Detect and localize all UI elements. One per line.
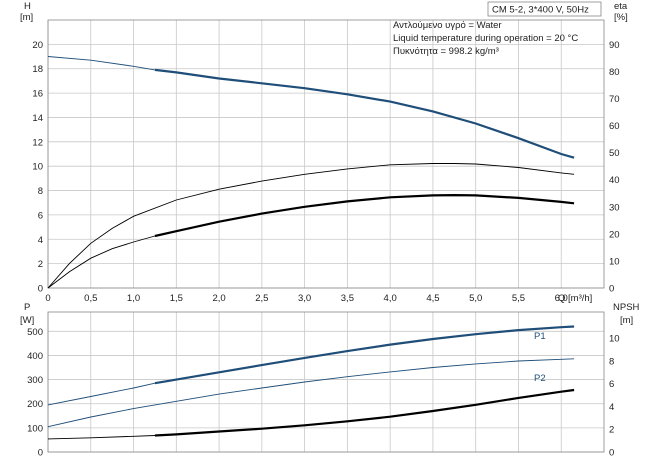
y-left-unit-h: [m]: [20, 12, 33, 23]
bottom-tick-labels: 0 100 200 300 400 500 0 2 4 6 8 10: [27, 327, 619, 459]
y-right-unit-eta: [%]: [614, 12, 628, 23]
y-right-tick-label: 40: [609, 175, 620, 186]
y-right-tick-label: 50: [609, 148, 620, 159]
y-left-tick-label: 6: [38, 210, 43, 221]
bottom-plot-frame: [47, 311, 605, 453]
series-line-thin-part: [47, 235, 156, 289]
y-right-tick-label: 6: [609, 379, 614, 390]
y-right-label-npsh: NPSH: [613, 302, 640, 313]
x-tick-label: 6,0: [555, 293, 568, 304]
x-axis-label-q: Q [m³/h]: [558, 293, 592, 304]
annotation-density: Πυκνότητα = 998.2 kg/m³: [393, 46, 499, 57]
y-right-tick-label: 60: [609, 121, 620, 132]
x-tick-label: 4,5: [426, 293, 439, 304]
y-right-tick-label: 10: [609, 256, 620, 267]
x-tick-label: 2,5: [255, 293, 268, 304]
y-right-unit-npsh: [m]: [620, 315, 633, 326]
y-left-unit-p: [W]: [20, 315, 34, 326]
y-left-tick-label: 2: [38, 259, 43, 270]
series-line-bold-part: [154, 193, 575, 238]
y-left-tick-label: 4: [38, 235, 43, 246]
y-right-tick-label: 10: [609, 334, 620, 345]
series-line-bold-part: [154, 388, 575, 437]
y-left-tick-label: 400: [27, 351, 43, 362]
y-right-tick-label: 2: [609, 425, 614, 436]
x-tick-label: 3,0: [298, 293, 311, 304]
y-left-tick-label: 8: [38, 186, 43, 197]
x-tick-label: 0,5: [84, 293, 97, 304]
y-left-tick-label: 300: [27, 375, 43, 386]
series-label-p1: P1: [534, 331, 546, 342]
x-tick-label: 0: [45, 293, 50, 304]
x-tick-label: 5,5: [512, 293, 525, 304]
y-right-tick-label: 80: [609, 67, 620, 78]
top-gridlines: [47, 20, 604, 289]
series-line-thin-part: [47, 435, 155, 440]
series-line-bold-part: [154, 68, 575, 159]
x-tick-label: 2,0: [212, 293, 225, 304]
series-line-thin-part: [47, 382, 155, 406]
top-plot-frame: [47, 19, 605, 289]
header-text: CM 5-2, 3*400 V, 50Hz: [492, 5, 589, 16]
y-right-tick-label: 4: [609, 402, 614, 413]
y-right-tick-label: 0: [609, 448, 614, 459]
x-tick-label: 3,5: [341, 293, 354, 304]
y-left-label-h: H: [24, 1, 31, 12]
series-line-thin-part: [47, 56, 155, 71]
x-tick-label: 5,0: [469, 293, 482, 304]
y-right-tick-label: 20: [609, 229, 620, 240]
y-left-tick-label: 10: [32, 162, 43, 173]
y-right-tick-label: 70: [609, 94, 620, 105]
y-right-tick-label: 8: [609, 356, 614, 367]
y-left-tick-label: 500: [27, 327, 43, 338]
top-series-group: [47, 56, 575, 289]
annotation-temperature: Liquid temperature during operation = 20…: [393, 33, 578, 44]
y-right-tick-label: 30: [609, 202, 620, 213]
series-line-bold-part: [154, 325, 575, 385]
x-tick-label: 1,5: [170, 293, 183, 304]
series-label-p2: P2: [534, 373, 546, 384]
y-right-tick-label: 90: [609, 40, 620, 51]
annotation-fluid: Αντλούμενο υγρό = Water: [393, 20, 502, 31]
y-left-tick-label: 14: [32, 113, 43, 124]
x-tick-label: 1,0: [127, 293, 140, 304]
y-left-tick-label: 100: [27, 423, 43, 434]
y-right-label-eta: eta: [614, 1, 628, 12]
y-left-tick-label: 12: [32, 137, 43, 148]
y-left-tick-label: 16: [32, 89, 43, 100]
x-tick-label: 4,0: [384, 293, 397, 304]
y-left-label-p: P: [24, 302, 30, 313]
series-line: [47, 163, 575, 289]
series-line: [47, 358, 575, 428]
top-panel: CM 5-2, 3*400 V, 50Hz Αντλούμενο υγρό = …: [20, 1, 628, 304]
y-right-tick-label: 0: [609, 284, 614, 295]
header-box: [487, 1, 602, 17]
y-left-tick-label: 0: [38, 284, 43, 295]
y-left-tick-label: 200: [27, 399, 43, 410]
y-left-tick-label: 0: [38, 448, 43, 459]
top-tick-labels: 0 0,5 1,0 1,5 2,0 2,5 3,0 3,5 4,0 4,5 5,0 5,5 6,0 0 2 4…: [32, 40, 619, 304]
y-left-tick-label: 20: [32, 40, 43, 51]
bottom-series-group: [47, 325, 575, 440]
bottom-panel: P [W] NPSH [m] P1 P2 0 100 200 300 400 500 0 2 4…: [20, 302, 640, 459]
y-left-tick-label: 18: [32, 64, 43, 75]
bottom-gridlines: [47, 312, 604, 453]
